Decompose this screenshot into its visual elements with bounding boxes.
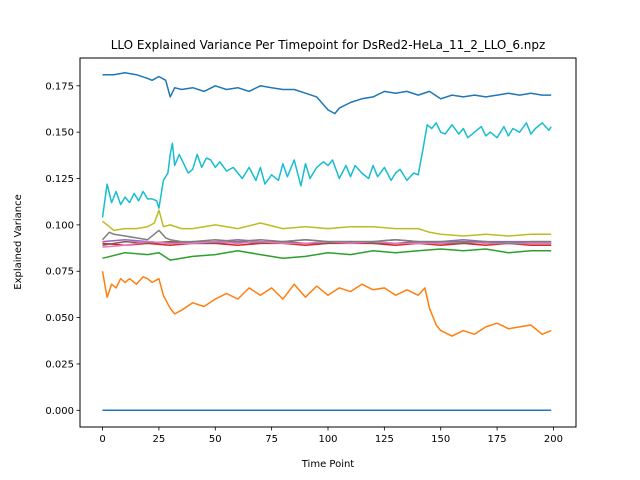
y-axis-label: Explained Variance bbox=[13, 194, 24, 289]
x-tick-label: 25 bbox=[153, 434, 166, 445]
y-tick-label: 0.075 bbox=[45, 267, 74, 278]
x-axis: 0 25 50 75 100 125 150 175 200 bbox=[99, 427, 563, 445]
x-tick-label: 150 bbox=[431, 434, 450, 445]
x-tick-label: 100 bbox=[318, 434, 337, 445]
y-tick-label: 0.100 bbox=[45, 220, 74, 231]
y-tick-label: 0.025 bbox=[45, 359, 74, 370]
y-axis: 0.000 0.025 0.050 0.075 0.100 0.125 0.150 0.175 bbox=[45, 81, 80, 417]
x-tick-label: 200 bbox=[544, 434, 563, 445]
series-line-10 bbox=[101, 122, 552, 218]
x-tick-label: 50 bbox=[209, 434, 222, 445]
y-tick-label: 0.125 bbox=[45, 174, 74, 185]
x-axis-label: Time Point bbox=[301, 459, 355, 470]
x-tick-label: 75 bbox=[265, 434, 278, 445]
x-tick-label: 125 bbox=[375, 434, 394, 445]
series-line-1 bbox=[102, 72, 552, 115]
series-layer bbox=[101, 72, 552, 412]
series-line-3 bbox=[102, 248, 552, 261]
series-line-2 bbox=[101, 271, 552, 337]
chart-title: LLO Explained Variance Per Timepoint for… bbox=[111, 38, 546, 52]
y-tick-label: 0.150 bbox=[45, 128, 74, 139]
y-tick-label: 0.175 bbox=[45, 81, 74, 92]
series-line-8 bbox=[101, 229, 552, 245]
series-line-9 bbox=[102, 209, 552, 237]
y-tick-label: 0.050 bbox=[45, 313, 74, 324]
x-tick-label: 0 bbox=[99, 434, 105, 445]
y-tick-label: 0.000 bbox=[45, 406, 74, 417]
x-tick-label: 175 bbox=[488, 434, 507, 445]
